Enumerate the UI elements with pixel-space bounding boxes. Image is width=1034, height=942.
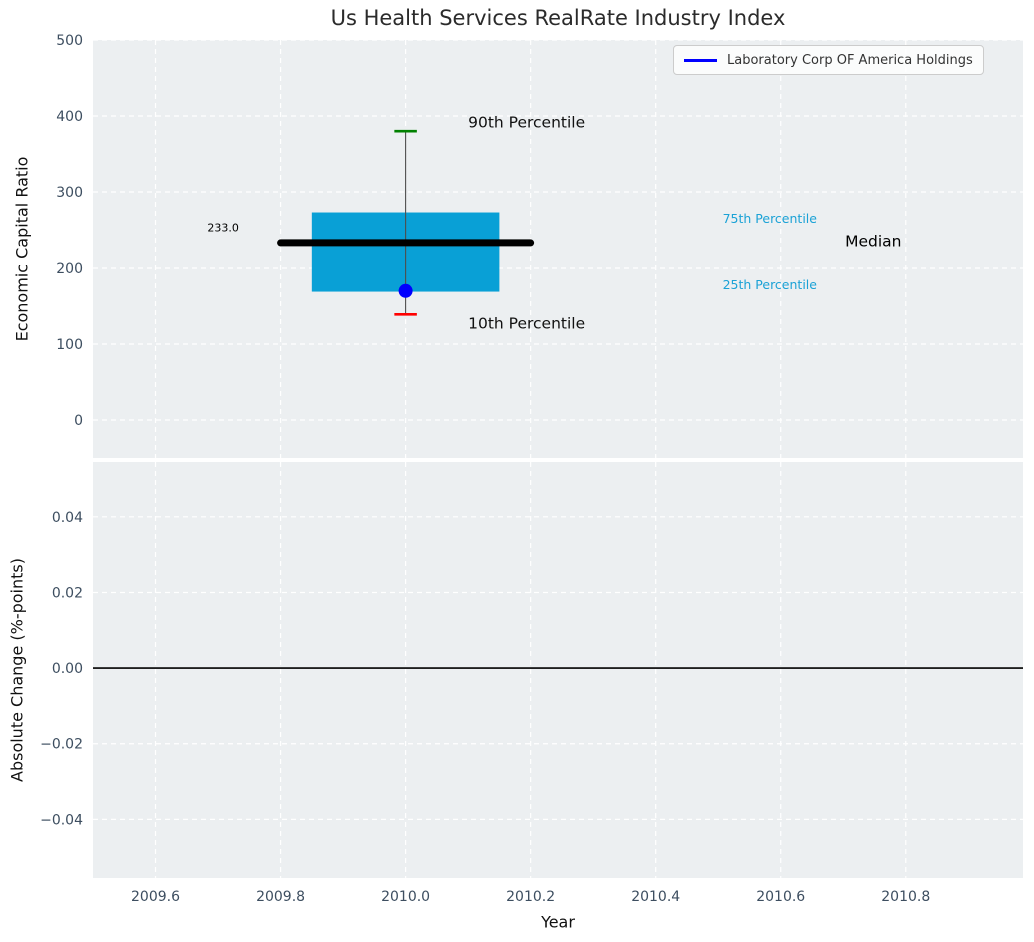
annotation-text: 10th Percentile — [468, 315, 585, 333]
chart-title: Us Health Services RealRate Industry Ind… — [330, 6, 786, 30]
x-axis-label: Year — [541, 912, 575, 932]
legend: Laboratory Corp OF America Holdings — [673, 45, 984, 75]
x-tick-label: 2009.6 — [131, 889, 180, 905]
y-tick-label: −0.04 — [40, 812, 83, 828]
x-tick-label: 2010.6 — [756, 889, 805, 905]
annotation-text: 25th Percentile — [723, 277, 818, 292]
x-tick-label: 2010.4 — [631, 889, 680, 905]
y-tick-label: 100 — [56, 337, 83, 353]
annotation-text: 233.0 — [207, 221, 239, 234]
annotation-text: 75th Percentile — [723, 211, 818, 226]
y-tick-label: 0.02 — [52, 585, 83, 601]
company-point — [398, 283, 413, 298]
annotation-text: Median — [845, 233, 901, 251]
y-tick-label: 400 — [56, 109, 83, 125]
annotation-text: 90th Percentile — [468, 113, 585, 131]
y-tick-label: 0.04 — [52, 510, 83, 526]
y-tick-label: 300 — [56, 185, 83, 201]
y-axis-label-top: Economic Capital Ratio — [12, 156, 32, 342]
x-tick-label: 2010.8 — [881, 889, 930, 905]
y-tick-label: −0.02 — [40, 737, 83, 753]
axes-background — [93, 40, 1023, 458]
legend-line-icon — [684, 58, 717, 62]
x-tick-label: 2010.2 — [506, 889, 555, 905]
y-axis-label-bottom: Absolute Change (%-points) — [7, 558, 27, 782]
y-tick-label: 0.00 — [52, 661, 83, 677]
y-tick-label: 0 — [74, 413, 83, 429]
legend-item-label: Laboratory Corp OF America Holdings — [727, 52, 973, 68]
x-tick-label: 2010.0 — [381, 889, 430, 905]
y-tick-label: 200 — [56, 261, 83, 277]
x-tick-label: 2009.8 — [256, 889, 305, 905]
y-tick-label: 500 — [56, 33, 83, 49]
axes-background — [93, 462, 1023, 878]
